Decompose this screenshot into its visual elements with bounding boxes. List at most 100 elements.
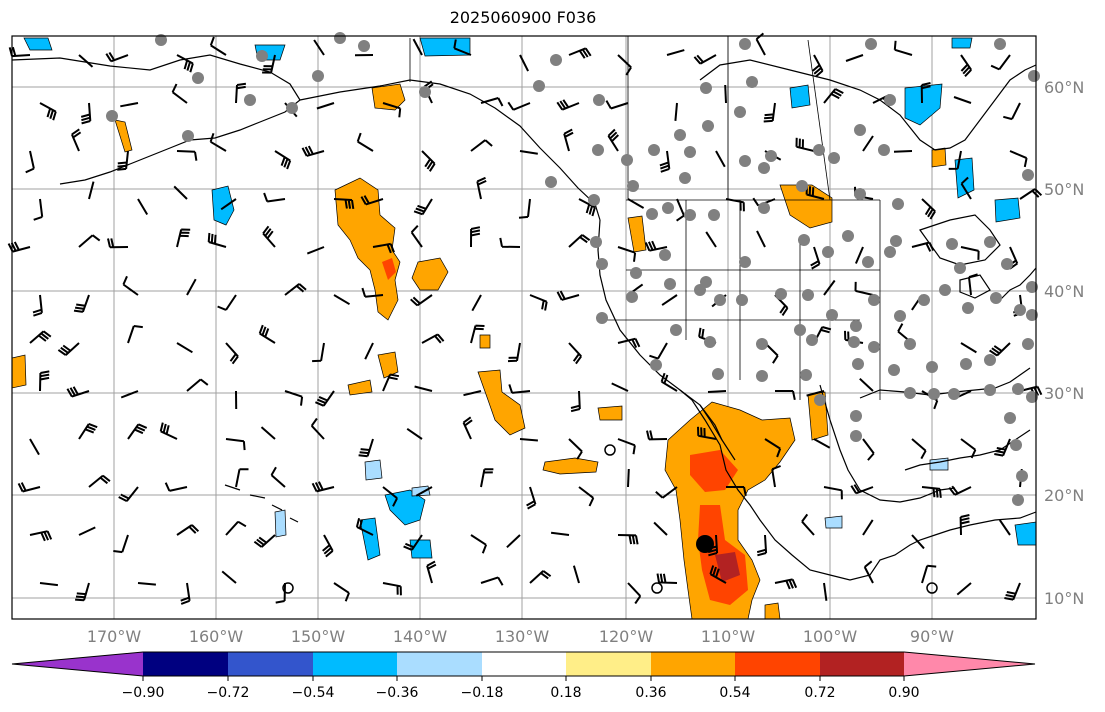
station-marker bbox=[1004, 412, 1016, 424]
wind-barb bbox=[209, 36, 227, 56]
station-marker bbox=[1014, 304, 1026, 316]
wind-barb bbox=[862, 519, 874, 536]
station-marker bbox=[588, 194, 600, 206]
wind-barb bbox=[756, 230, 766, 248]
wind-barb bbox=[159, 422, 178, 440]
wind-barb bbox=[476, 176, 487, 200]
wind-barb bbox=[578, 486, 595, 507]
wind-barb bbox=[823, 486, 843, 500]
map-background bbox=[12, 36, 1036, 619]
wind-barb bbox=[775, 390, 796, 401]
station-marker bbox=[739, 38, 751, 50]
wind-barb bbox=[180, 582, 191, 605]
wind-barb bbox=[572, 565, 580, 584]
colorbar-extend-high bbox=[904, 652, 1035, 676]
wind-barb bbox=[1009, 150, 1028, 168]
open-circle-marker bbox=[604, 444, 616, 456]
station-marker bbox=[1012, 383, 1024, 395]
station-marker bbox=[926, 361, 938, 373]
wind-barb bbox=[39, 582, 59, 587]
station-marker bbox=[756, 338, 768, 350]
station-marker bbox=[814, 394, 826, 406]
station-marker bbox=[734, 106, 746, 118]
wind-barb bbox=[25, 150, 35, 174]
wind-barb bbox=[519, 150, 538, 155]
lon-label: 160°W bbox=[189, 627, 244, 646]
station-marker bbox=[670, 324, 682, 336]
colorbar-ticks bbox=[142, 676, 905, 681]
wind-barb bbox=[526, 486, 537, 510]
station-marker bbox=[946, 238, 958, 250]
wind-barb bbox=[453, 39, 472, 56]
wind-barb bbox=[756, 534, 768, 557]
wind-barb bbox=[715, 150, 726, 168]
wind-barb bbox=[960, 54, 973, 77]
wind-barb bbox=[617, 246, 637, 262]
lon-label: 120°W bbox=[599, 627, 654, 646]
station-marker bbox=[700, 276, 712, 288]
wind-barb bbox=[403, 534, 423, 551]
wind-barb bbox=[990, 54, 1011, 71]
wind-barb bbox=[556, 290, 580, 301]
wind-barb bbox=[186, 378, 209, 392]
wind-barb bbox=[113, 534, 129, 554]
wind-barb bbox=[333, 198, 355, 210]
wind-barb bbox=[893, 40, 913, 56]
wind-barb bbox=[911, 241, 935, 252]
wind-barb bbox=[863, 560, 874, 584]
wind-barb bbox=[859, 377, 874, 392]
wind-barb bbox=[953, 96, 972, 104]
station-marker bbox=[358, 40, 370, 52]
station-marker bbox=[708, 209, 720, 221]
colorbar-segment bbox=[820, 652, 904, 676]
wind-barb bbox=[32, 294, 43, 317]
colorbar-tick-label: 0.72 bbox=[804, 685, 835, 701]
wind-barb bbox=[260, 426, 276, 440]
wind-barb bbox=[421, 333, 445, 344]
colorbar-tick-label: −0.36 bbox=[376, 685, 419, 701]
station-marker bbox=[712, 368, 724, 380]
wind-barb bbox=[333, 294, 351, 306]
wind-barb bbox=[263, 192, 286, 203]
station-marker bbox=[884, 246, 896, 258]
wind-barb bbox=[171, 83, 188, 104]
wind-barb bbox=[164, 482, 188, 492]
station-marker bbox=[1001, 258, 1013, 270]
wind-barb bbox=[960, 438, 977, 459]
wind-barb bbox=[862, 438, 875, 461]
wind-barb bbox=[968, 273, 978, 296]
wind-barb bbox=[463, 390, 482, 397]
wind-barb bbox=[358, 438, 374, 458]
wind-barb bbox=[676, 198, 685, 222]
wind-barb bbox=[627, 582, 642, 605]
wind-barb bbox=[660, 372, 678, 392]
wind-barb bbox=[78, 422, 98, 440]
station-marker bbox=[890, 235, 902, 247]
wind-barb bbox=[421, 150, 436, 172]
station-marker bbox=[590, 236, 602, 248]
wind-barb bbox=[893, 150, 913, 153]
station-marker bbox=[892, 198, 904, 210]
wind-barb bbox=[705, 231, 717, 248]
colorbar-tick-label: 0.90 bbox=[888, 685, 919, 701]
wind-barb bbox=[529, 570, 552, 584]
wind-barb bbox=[570, 390, 581, 413]
station-marker bbox=[155, 34, 167, 46]
station-marker bbox=[256, 50, 268, 62]
wind-barb bbox=[73, 294, 90, 313]
wind-barb bbox=[284, 283, 307, 296]
wind-barb bbox=[470, 324, 485, 344]
station-marker bbox=[868, 294, 880, 306]
wind-barb bbox=[471, 294, 482, 312]
station-marker bbox=[756, 370, 768, 382]
station-marker bbox=[758, 202, 770, 214]
wind-barb bbox=[382, 102, 402, 118]
wind-barb bbox=[173, 185, 188, 200]
station-marker bbox=[826, 309, 838, 321]
wind-barb bbox=[225, 342, 239, 365]
wind-barb bbox=[262, 54, 276, 74]
lon-label: 130°W bbox=[495, 627, 550, 646]
station-marker bbox=[684, 146, 696, 158]
wind-barb bbox=[556, 99, 580, 111]
